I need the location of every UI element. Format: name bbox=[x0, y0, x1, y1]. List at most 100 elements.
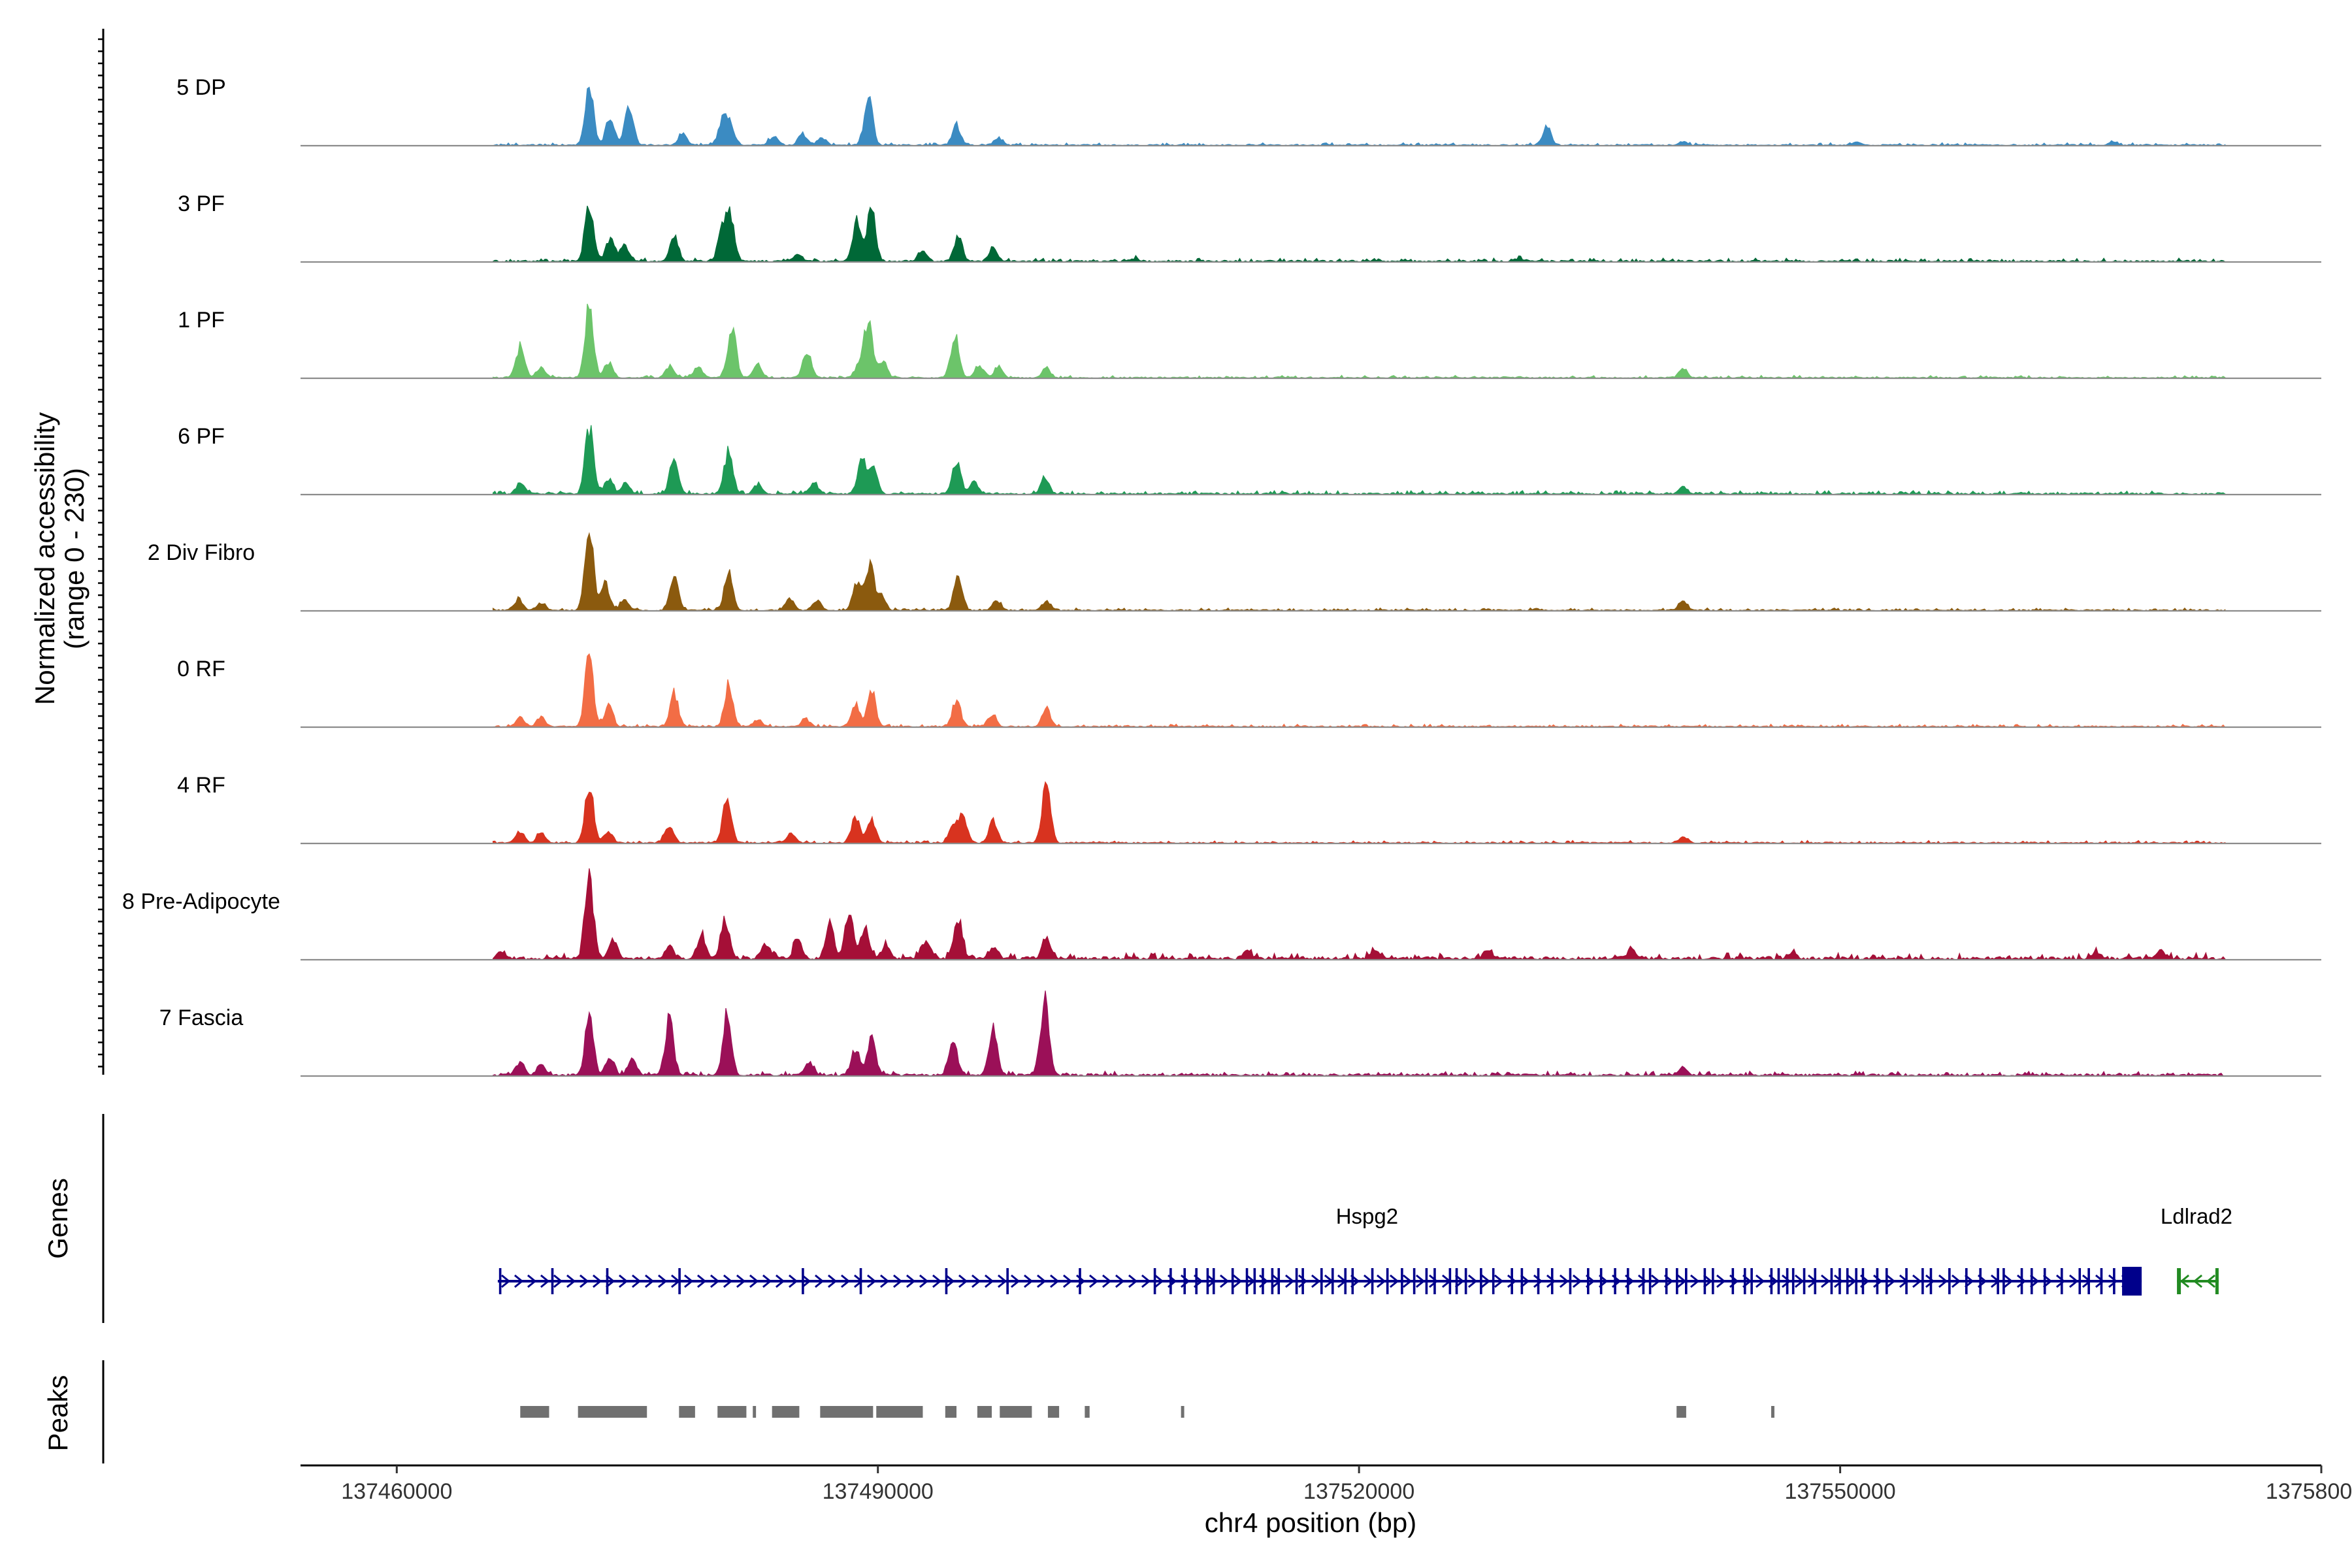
coverage-area bbox=[493, 303, 2226, 379]
exon bbox=[1814, 1268, 1817, 1294]
strand-chevron bbox=[553, 1274, 563, 1288]
exon bbox=[1455, 1268, 1458, 1294]
strand-chevron bbox=[1572, 1274, 1582, 1288]
exon bbox=[1948, 1268, 1951, 1294]
exon bbox=[1195, 1268, 1198, 1294]
exon bbox=[1212, 1268, 1215, 1294]
track-label: 4 RF bbox=[177, 773, 225, 798]
strand-chevron bbox=[1886, 1274, 1896, 1288]
strand-chevron bbox=[827, 1274, 838, 1288]
exon bbox=[1413, 1268, 1416, 1294]
strand-chevron bbox=[1115, 1274, 1125, 1288]
strand-chevron bbox=[932, 1274, 942, 1288]
exon bbox=[1277, 1268, 1281, 1294]
x-tick-label: 137460000 bbox=[341, 1479, 452, 1504]
exon bbox=[1271, 1268, 1274, 1294]
exon bbox=[2177, 1268, 2181, 1294]
track-label: 3 PF bbox=[178, 191, 225, 216]
strand-chevron bbox=[1690, 1274, 1700, 1288]
exon bbox=[1642, 1268, 1645, 1294]
exon bbox=[1320, 1268, 1323, 1294]
peak-region bbox=[520, 1406, 549, 1418]
exon bbox=[1703, 1268, 1707, 1294]
peak-region bbox=[1676, 1406, 1686, 1418]
exon bbox=[1401, 1268, 1403, 1294]
x-tick-label: 137550000 bbox=[1784, 1479, 1895, 1504]
exon bbox=[1979, 1268, 1982, 1294]
peak-region bbox=[578, 1406, 647, 1418]
exon bbox=[1648, 1268, 1652, 1294]
exon bbox=[1599, 1268, 1603, 1294]
strand-chevron bbox=[1703, 1274, 1713, 1288]
exon bbox=[1550, 1268, 1554, 1294]
exon bbox=[2020, 1268, 2023, 1294]
exon bbox=[1448, 1268, 1452, 1294]
x-axis-ticks: 137460000 137490000 137520000 137550000 1375… bbox=[341, 1465, 2352, 1504]
exon bbox=[1206, 1268, 1209, 1294]
strand-chevron bbox=[1088, 1274, 1099, 1288]
strand-chevron bbox=[1311, 1274, 1321, 1288]
strand-chevron bbox=[1951, 1274, 1961, 1288]
exon bbox=[1480, 1268, 1482, 1294]
strand-chevron bbox=[866, 1274, 877, 1288]
gene-label: Hspg2 bbox=[1336, 1204, 1398, 1228]
strand-chevron bbox=[579, 1274, 589, 1288]
track-5-dp: 5 DP bbox=[176, 75, 2321, 147]
peak-region bbox=[717, 1406, 747, 1418]
strand-chevron bbox=[1716, 1274, 1726, 1288]
exon bbox=[1731, 1268, 1735, 1294]
strand-chevron bbox=[1676, 1274, 1687, 1288]
strand-chevron bbox=[1846, 1274, 1857, 1288]
strand-chevron bbox=[1520, 1274, 1530, 1288]
strand-chevron bbox=[1480, 1274, 1491, 1288]
strand-chevron bbox=[1376, 1274, 1386, 1288]
strand-chevron bbox=[971, 1274, 981, 1288]
strand-chevron bbox=[527, 1274, 537, 1288]
strand-chevron bbox=[1533, 1274, 1543, 1288]
peak-region bbox=[945, 1406, 956, 1418]
exon bbox=[1587, 1268, 1590, 1294]
strand-chevron bbox=[1062, 1274, 1073, 1288]
strand-chevron bbox=[1938, 1274, 1948, 1288]
strand-chevron bbox=[1284, 1274, 1295, 1288]
coverage-tracks: 5 DP 3 PF 1 PF 6 PF 2 Div Fibro 0 RF 4 RF 8 Pre… bbox=[122, 75, 2321, 1077]
strand-chevron bbox=[1546, 1274, 1556, 1288]
strand-chevron bbox=[2016, 1274, 2027, 1288]
strand-chevron bbox=[1454, 1274, 1465, 1288]
exon bbox=[1791, 1268, 1795, 1294]
peak-region bbox=[1000, 1406, 1032, 1418]
peak-region bbox=[1181, 1406, 1184, 1418]
exon bbox=[1770, 1268, 1773, 1294]
exon bbox=[678, 1268, 681, 1294]
strand-chevron bbox=[2193, 1274, 2203, 1288]
exon bbox=[1331, 1268, 1334, 1294]
exon bbox=[1614, 1268, 1616, 1294]
strand-chevron bbox=[1467, 1274, 1478, 1288]
strand-chevron bbox=[644, 1274, 655, 1288]
strand-chevron bbox=[1102, 1274, 1112, 1288]
track-7-fascia: 7 Fascia bbox=[159, 990, 2321, 1077]
exon bbox=[1929, 1268, 1933, 1294]
peak-region bbox=[1085, 1406, 1090, 1418]
y-axis-title-line2: (range 0 - 230) bbox=[59, 468, 90, 649]
track-6-pf: 6 PF bbox=[178, 424, 2321, 496]
gene-annotations: Hspg2 Ldlrad2 bbox=[497, 1204, 2232, 1296]
exon bbox=[1425, 1268, 1428, 1294]
exon bbox=[1245, 1268, 1249, 1294]
x-tick-label: 137580000 bbox=[2266, 1479, 2352, 1504]
coverage-area bbox=[493, 990, 2226, 1077]
x-tick-label: 137520000 bbox=[1303, 1479, 1414, 1504]
exon bbox=[1786, 1268, 1789, 1294]
strand-chevron bbox=[592, 1274, 602, 1288]
exon bbox=[1537, 1268, 1540, 1294]
strand-chevron bbox=[775, 1274, 785, 1288]
strand-chevron bbox=[1781, 1274, 1791, 1288]
exon bbox=[1492, 1268, 1495, 1294]
strand-chevron bbox=[1820, 1274, 1831, 1288]
exon bbox=[1876, 1268, 1879, 1294]
strand-chevron bbox=[1559, 1274, 1569, 1288]
exon bbox=[1511, 1268, 1513, 1294]
strand-chevron bbox=[788, 1274, 798, 1288]
exon bbox=[1743, 1268, 1746, 1294]
strand-chevron bbox=[618, 1274, 629, 1288]
